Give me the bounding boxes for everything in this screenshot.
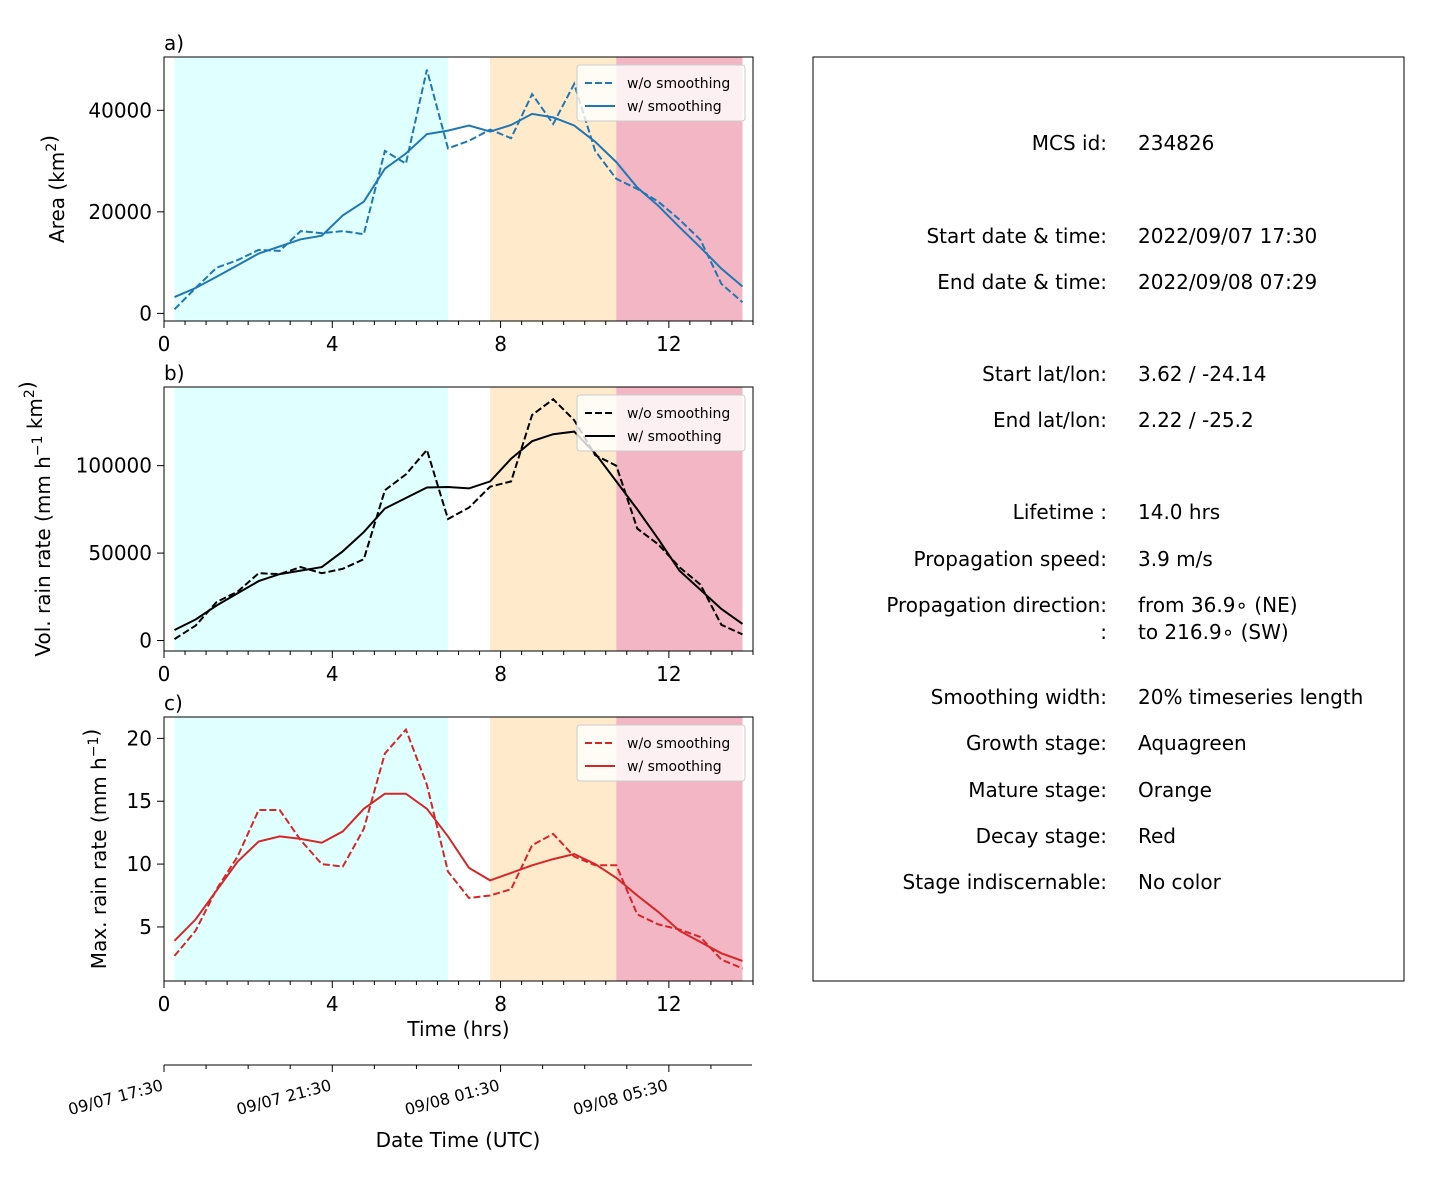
growth-stage-value: Aquagreen [1138, 731, 1247, 755]
date-tick-label: 09/07 17:30 [66, 1076, 165, 1120]
panel-2: 0 4 8 12 0 50000 100000 b) Vol. rain rate (mm h−… [15, 361, 754, 686]
smoothing-width-label: Smoothing width: [931, 685, 1107, 709]
series-line-w-o-smoothing [173, 727, 743, 970]
stage-indiscernable-value: No color [1138, 870, 1222, 894]
legend-entry: w/o smoothing [627, 76, 730, 92]
legend-entry: w/ smoothing [627, 99, 722, 115]
legend-entry: w/o smoothing [627, 736, 730, 752]
y-tick-label: 100000 [76, 454, 152, 478]
x-tick-label: 12 [656, 662, 681, 686]
panel-label: c) [164, 691, 183, 715]
y-tick-label: 0 [139, 301, 152, 325]
stage-indiscernable-label: Stage indiscernable: [903, 870, 1107, 894]
x-tick-label: 0 [158, 332, 171, 356]
start-datetime-value: 2022/09/07 17:30 [1138, 224, 1317, 248]
legend: w/o smoothing w/ smoothing [576, 394, 746, 452]
y-axis-label: Vol. rain rate (mm h−1 km2) [15, 381, 55, 656]
lifetime-label: Lifetime : [1013, 500, 1107, 524]
end-datetime-value: 2022/09/08 07:29 [1138, 270, 1317, 294]
mature-stage-label: Mature stage: [968, 778, 1107, 802]
stage-band-aquagreen [174, 387, 448, 651]
legend: w/o smoothing w/ smoothing [576, 724, 746, 782]
date-tick-label: 09/07 21:30 [234, 1076, 333, 1120]
y-tick-label: 5 [139, 915, 152, 939]
y-tick-label: 40000 [88, 98, 152, 122]
end-latlon-label: End lat/lon: [993, 408, 1107, 432]
date-tick-label: 09/08 01:30 [403, 1076, 502, 1120]
growth-stage-label: Growth stage: [966, 731, 1107, 755]
smoothing-width-value: 20% timeseries length [1138, 685, 1363, 709]
propagation-direction-to: to 216.9∘ (SW) [1138, 620, 1289, 644]
legend-entry: w/ smoothing [627, 759, 722, 775]
y-tick-label: 20000 [88, 200, 152, 224]
x-tick-label: 12 [656, 332, 681, 356]
panel-1: 0 4 8 12 0 20000 40000 a) Area (km2) w/o smoothin… [37, 31, 754, 356]
mcs-id-label: MCS id: [1032, 131, 1107, 155]
panel-label: a) [164, 31, 184, 55]
panel-label: b) [164, 361, 185, 385]
x-tick-label: 8 [494, 332, 507, 356]
x-tick-label: 8 [494, 992, 507, 1016]
y-tick-label: 20 [127, 726, 152, 750]
end-datetime-label: End date & time: [937, 270, 1107, 294]
legend-frame [576, 394, 746, 452]
end-latlon-value: 2.22 / -25.2 [1138, 408, 1254, 432]
y-tick-label: 15 [127, 789, 152, 813]
panel-3: 0 4 8 12 5 10 15 20 c) Max. rain rate (mm h−1) Tim… [79, 691, 754, 1041]
lifetime-value: 14.0 hrs [1138, 500, 1220, 524]
series-line-w-smoothing [174, 430, 744, 631]
series-line-w-o-smoothing [173, 397, 743, 640]
x-tick-label: 12 [656, 992, 681, 1016]
stage-band-aquagreen [174, 717, 448, 981]
mcs-id-value: 234826 [1138, 131, 1214, 155]
y-tick-label: 10 [127, 852, 152, 876]
legend-entry: w/o smoothing [627, 406, 730, 422]
date-time-axis: 09/07 17:30 09/07 21:30 09/08 01:30 09/08 0… [66, 1064, 752, 1152]
series-line-w-smoothing [174, 112, 744, 299]
legend-frame [576, 724, 746, 782]
info-frame [812, 56, 1405, 982]
propagation-speed-value: 3.9 m/s [1138, 547, 1213, 571]
y-axis-label: Max. rain rate (mm h−1) [79, 729, 111, 969]
y-tick-label: 50000 [88, 541, 152, 565]
y-axis-label: Area (km2) [37, 135, 69, 243]
x-tick-label: 0 [158, 992, 171, 1016]
x-tick-label: 4 [326, 332, 339, 356]
y-tick-label: 0 [139, 629, 152, 653]
series-line-w-smoothing [173, 792, 743, 962]
decay-stage-label: Decay stage: [976, 824, 1107, 848]
date-tick-label: 09/08 05:30 [571, 1076, 670, 1120]
decay-stage-value: Red [1138, 824, 1176, 848]
propagation-direction-colon: : [1100, 620, 1107, 644]
x-tick-label: 4 [326, 662, 339, 686]
propagation-speed-label: Propagation speed: [914, 547, 1107, 571]
start-latlon-value: 3.62 / -24.14 [1138, 362, 1266, 386]
legend-entry: w/ smoothing [627, 429, 722, 445]
propagation-direction-label: Propagation direction: [886, 593, 1107, 617]
start-datetime-label: Start date & time: [926, 224, 1107, 248]
x-tick-label: 8 [494, 662, 507, 686]
x-axis-label: Time (hrs) [406, 1017, 509, 1041]
x-tick-label: 0 [158, 662, 171, 686]
start-latlon-label: Start lat/lon: [982, 362, 1107, 386]
mature-stage-value: Orange [1138, 778, 1212, 802]
legend: w/o smoothing w/ smoothing [576, 64, 746, 122]
date-axis-label: Date Time (UTC) [376, 1128, 541, 1152]
legend-frame [576, 64, 746, 122]
propagation-direction-from: from 36.9∘ (NE) [1138, 593, 1298, 617]
x-tick-label: 4 [326, 992, 339, 1016]
mcs-info-panel: MCS id: 234826 Start date & time: 2022/0… [812, 56, 1405, 982]
stage-band-aquagreen [174, 57, 448, 321]
